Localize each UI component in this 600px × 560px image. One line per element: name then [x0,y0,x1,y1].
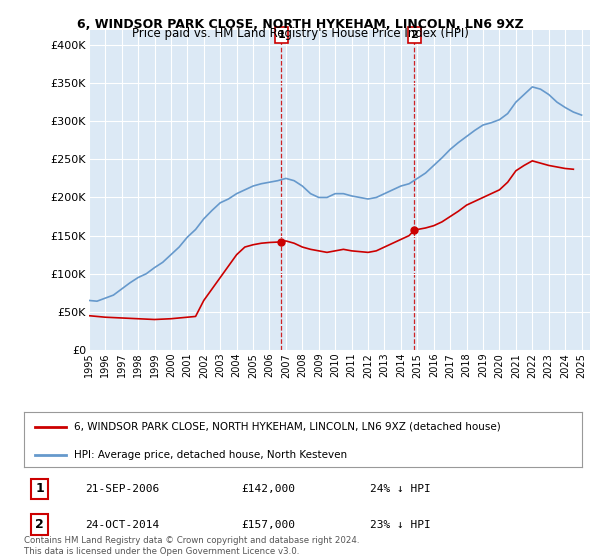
Text: £157,000: £157,000 [242,520,296,530]
Text: 21-SEP-2006: 21-SEP-2006 [85,484,160,494]
Text: Price paid vs. HM Land Registry's House Price Index (HPI): Price paid vs. HM Land Registry's House … [131,27,469,40]
Text: HPI: Average price, detached house, North Kesteven: HPI: Average price, detached house, Nort… [74,450,347,460]
Text: £142,000: £142,000 [242,484,296,494]
Text: 6, WINDSOR PARK CLOSE, NORTH HYKEHAM, LINCOLN, LN6 9XZ (detached house): 6, WINDSOR PARK CLOSE, NORTH HYKEHAM, LI… [74,422,501,432]
Text: 2: 2 [35,518,44,531]
Text: 1: 1 [277,30,285,40]
Text: 24% ↓ HPI: 24% ↓ HPI [370,484,431,494]
Text: 6, WINDSOR PARK CLOSE, NORTH HYKEHAM, LINCOLN, LN6 9XZ: 6, WINDSOR PARK CLOSE, NORTH HYKEHAM, LI… [77,18,523,31]
Text: Contains HM Land Registry data © Crown copyright and database right 2024.
This d: Contains HM Land Registry data © Crown c… [24,536,359,556]
Text: 2: 2 [410,30,418,40]
Text: 24-OCT-2014: 24-OCT-2014 [85,520,160,530]
Text: 23% ↓ HPI: 23% ↓ HPI [370,520,431,530]
Text: 1: 1 [35,482,44,496]
